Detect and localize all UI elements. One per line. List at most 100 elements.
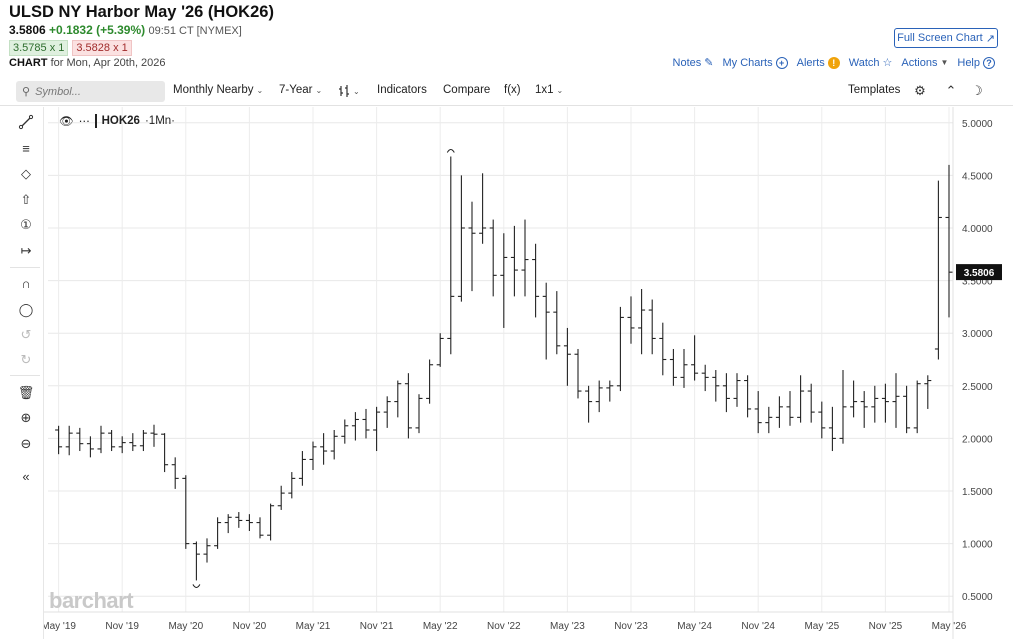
dark-mode-moon-icon[interactable]: ☽ — [971, 83, 983, 98]
x-tick-label: Nov '21 — [360, 621, 394, 632]
zoom-out-icon[interactable]: ⊖ — [20, 436, 32, 451]
ohlc-bar — [892, 373, 900, 428]
ohlc-bar — [574, 348, 582, 399]
y-tick-label: 1.5000 — [962, 487, 993, 498]
chart-date-text: for Mon, Apr 20th, 2026 — [50, 57, 166, 69]
my-charts-link[interactable]: My Charts + — [722, 56, 788, 69]
templates-button[interactable]: Templates — [848, 84, 900, 96]
price-chart[interactable]: 5.0000 4.5000 4.0000 3.5000 3.0000 2.5000 2.00… — [44, 107, 1013, 639]
ohlc-bar — [351, 412, 359, 441]
magnet-icon[interactable]: ∩ — [21, 276, 31, 291]
ohlc-bar — [924, 375, 932, 409]
redo-icon[interactable]: ↻ — [20, 352, 32, 367]
legend-divider — [95, 114, 97, 128]
alerts-link[interactable]: Alerts ! — [797, 56, 840, 69]
ohlc-bar — [76, 427, 84, 452]
watch-link[interactable]: Watch ☆ — [849, 56, 893, 70]
unlock-icon[interactable]: ◯ — [18, 302, 34, 317]
undo-icon[interactable]: ↺ — [20, 327, 32, 342]
zoom-in-icon[interactable]: ⊕ — [20, 410, 32, 425]
fibonacci-tool-icon[interactable]: ≡ — [22, 141, 30, 156]
range-dropdown[interactable]: 7-Year ⌄ — [279, 84, 322, 96]
ohlc-bar — [362, 408, 370, 439]
ohlc-bar — [373, 406, 381, 452]
annotation-tool-icon[interactable]: ① — [20, 217, 32, 232]
ohlc-bars-icon — [339, 85, 349, 97]
trendline-tool-icon[interactable] — [16, 114, 36, 134]
collapse-up-icon[interactable]: ⌃ — [945, 83, 957, 98]
ohlc-bar — [139, 429, 147, 452]
drawing-tools-sidebar: ≡ ◇ ⇧ ① ↦ ∩ ◯ ↺ ↻ 🗑 ⊕ ⊖ « — [0, 107, 44, 639]
ohlc-bar — [648, 299, 656, 355]
ohlc-bar — [457, 175, 465, 302]
collapse-sidebar-icon[interactable]: « — [22, 469, 30, 484]
ohlc-bar — [881, 383, 889, 423]
trash-icon[interactable]: 🗑 — [17, 385, 35, 400]
chevron-down-icon: ⌄ — [556, 85, 564, 95]
y-tick-label: 4.5000 — [962, 171, 993, 182]
barchart-logo: barchart — [49, 588, 134, 613]
function-button[interactable]: f(x) — [504, 84, 521, 96]
y-tick-label: 3.5000 — [962, 277, 993, 288]
compare-button[interactable]: Compare — [443, 84, 490, 96]
ohlc-bar — [288, 472, 296, 499]
full-screen-chart-button[interactable]: Full Screen Chart ↗ — [894, 28, 998, 48]
ohlc-bar — [203, 538, 211, 563]
ohlc-bar — [786, 391, 794, 426]
search-icon: ⚲ — [22, 86, 31, 98]
top-links: Notes ✎ My Charts + Alerts ! Watch ☆ Act… — [673, 56, 995, 69]
legend-symbol: HOK26 — [101, 115, 140, 127]
settings-gear-icon[interactable]: ⚙ — [914, 83, 926, 98]
ohlc-bar — [447, 156, 455, 355]
ohlc-bar — [616, 306, 624, 392]
ohlc-bar — [436, 333, 444, 367]
indicators-button[interactable]: Indicators — [377, 84, 427, 96]
y-tick-label: 5.0000 — [962, 119, 993, 130]
sidebar-divider — [10, 267, 40, 268]
ohlc-bar — [161, 433, 169, 473]
ohlc-bar — [638, 289, 646, 355]
more-options-icon[interactable]: ⋯ — [78, 116, 91, 128]
ohlc-bar — [542, 282, 550, 360]
ohlc-bar — [754, 391, 762, 434]
ohlc-bar — [235, 512, 243, 528]
ohlc-bar — [277, 485, 285, 510]
measure-tool-icon[interactable]: ↦ — [20, 243, 32, 258]
chart-legend: 👁 ⋯ HOK26 ·1Mn· — [59, 114, 175, 128]
arrow-up-tool-icon[interactable]: ⇧ — [20, 192, 32, 207]
period-dropdown[interactable]: Monthly Nearby ⌄ — [173, 84, 263, 96]
high-marker — [446, 148, 455, 153]
ohlc-bar — [691, 335, 699, 381]
symbol-search-input[interactable]: ⚲ Symbol... — [16, 81, 165, 102]
ohlc-bar — [945, 164, 953, 318]
page-title: ULSD NY Harbor May '26 (HOK26) — [9, 3, 274, 21]
ohlc-bar — [309, 441, 317, 470]
ohlc-bar — [934, 180, 942, 360]
ohlc-bar — [585, 385, 593, 423]
x-tick-label: Nov '25 — [869, 621, 903, 632]
ohlc-bar — [500, 233, 508, 328]
x-tick-label: May '23 — [550, 621, 585, 632]
ohlc-bar — [150, 424, 158, 447]
notes-label: Notes — [672, 56, 702, 69]
ohlc-bar — [267, 503, 275, 541]
my-charts-label: My Charts — [722, 56, 773, 69]
eye-icon[interactable]: 👁 — [59, 116, 74, 128]
ohlc-bar — [118, 436, 126, 454]
ohlc-bar — [839, 370, 847, 444]
sidebar-divider — [10, 375, 40, 376]
legend-interval: ·1Mn· — [144, 115, 175, 127]
ohlc-bar — [426, 359, 434, 404]
ohlc-bar — [182, 475, 190, 549]
help-link[interactable]: Help ? — [957, 56, 995, 69]
shape-tool-icon[interactable]: ◇ — [21, 166, 31, 181]
ohlc-bar — [913, 380, 921, 434]
layout-dropdown[interactable]: 1x1 ⌄ — [535, 84, 563, 96]
notes-link[interactable]: Notes ✎ — [672, 56, 714, 70]
x-tick-label: May '20 — [168, 621, 203, 632]
actions-menu[interactable]: Actions ▼ — [901, 57, 948, 69]
bar-type-dropdown[interactable]: ⌄ — [338, 84, 360, 98]
caret-down-icon: ▼ — [940, 58, 949, 67]
x-tick-label: May '26 — [932, 621, 967, 632]
ohlc-bar — [383, 396, 391, 428]
